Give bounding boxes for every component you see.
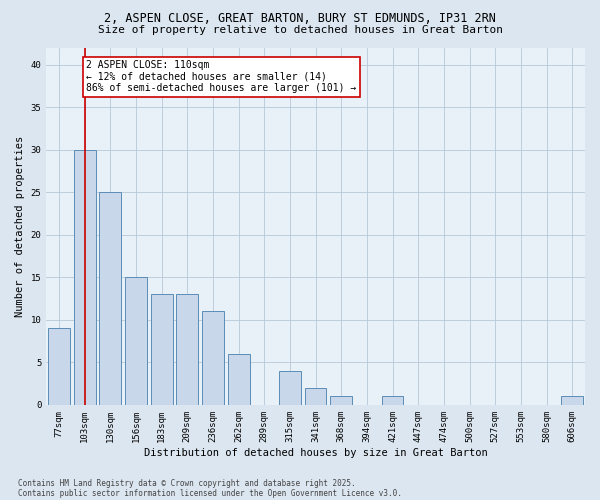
Bar bbox=[331, 396, 352, 405]
Text: 2, ASPEN CLOSE, GREAT BARTON, BURY ST EDMUNDS, IP31 2RN: 2, ASPEN CLOSE, GREAT BARTON, BURY ST ED… bbox=[104, 12, 496, 26]
Bar bbox=[305, 388, 326, 405]
Bar bbox=[48, 328, 70, 405]
Bar bbox=[279, 371, 301, 405]
Text: 2 ASPEN CLOSE: 110sqm
← 12% of detached houses are smaller (14)
86% of semi-deta: 2 ASPEN CLOSE: 110sqm ← 12% of detached … bbox=[86, 60, 356, 94]
Text: Contains HM Land Registry data © Crown copyright and database right 2025.: Contains HM Land Registry data © Crown c… bbox=[18, 478, 356, 488]
Bar bbox=[125, 277, 147, 405]
Bar bbox=[228, 354, 250, 405]
Bar bbox=[202, 311, 224, 405]
Bar bbox=[382, 396, 403, 405]
Bar bbox=[151, 294, 173, 405]
Y-axis label: Number of detached properties: Number of detached properties bbox=[15, 136, 25, 317]
Bar bbox=[176, 294, 198, 405]
Bar bbox=[74, 150, 95, 405]
X-axis label: Distribution of detached houses by size in Great Barton: Distribution of detached houses by size … bbox=[144, 448, 487, 458]
Bar bbox=[561, 396, 583, 405]
Bar bbox=[100, 192, 121, 405]
Text: Contains public sector information licensed under the Open Government Licence v3: Contains public sector information licen… bbox=[18, 488, 402, 498]
Text: Size of property relative to detached houses in Great Barton: Size of property relative to detached ho… bbox=[97, 25, 503, 35]
